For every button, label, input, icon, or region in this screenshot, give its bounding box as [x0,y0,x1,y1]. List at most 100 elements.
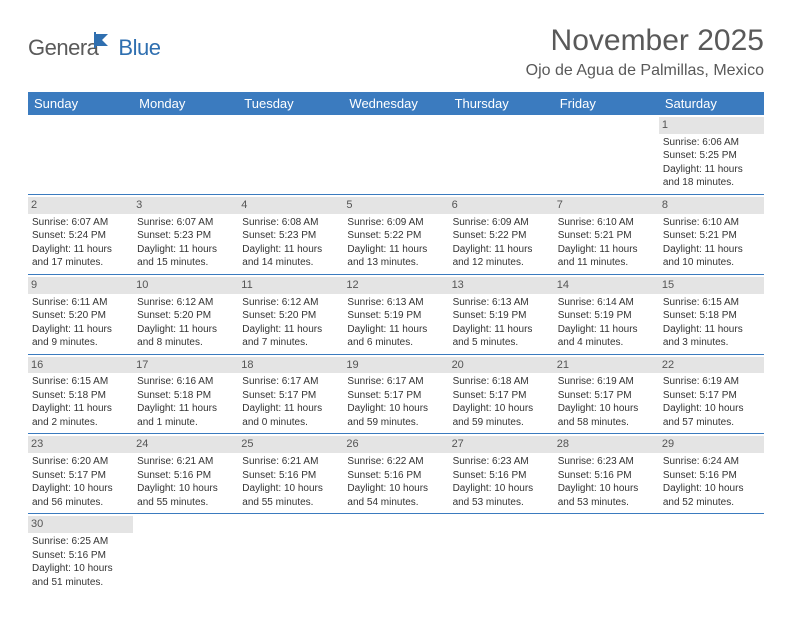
day-number: 7 [554,197,659,214]
sunset-text: Sunset: 5:18 PM [32,389,129,403]
calendar-cell: 11Sunrise: 6:12 AMSunset: 5:20 PMDayligh… [238,275,343,354]
day-header: Tuesday [238,92,343,115]
sunrise-text: Sunrise: 6:12 AM [137,296,234,310]
sunrise-text: Sunrise: 6:15 AM [32,375,129,389]
sunset-text: Sunset: 5:24 PM [32,229,129,243]
calendar-cell: 21Sunrise: 6:19 AMSunset: 5:17 PMDayligh… [554,355,659,434]
calendar-cell [133,115,238,194]
location: Ojo de Agua de Palmillas, Mexico [526,62,764,80]
sunset-text: Sunset: 5:25 PM [663,149,760,163]
sunset-text: Sunset: 5:16 PM [558,469,655,483]
calendar-cell: 7Sunrise: 6:10 AMSunset: 5:21 PMDaylight… [554,195,659,274]
daylight-text: Daylight: 11 hours and 7 minutes. [242,323,339,350]
calendar-cell: 4Sunrise: 6:08 AMSunset: 5:23 PMDaylight… [238,195,343,274]
day-number: 4 [238,197,343,214]
daylight-text: Daylight: 10 hours and 56 minutes. [32,482,129,509]
sunset-text: Sunset: 5:17 PM [453,389,550,403]
daylight-text: Daylight: 10 hours and 53 minutes. [558,482,655,509]
sunset-text: Sunset: 5:16 PM [242,469,339,483]
daylight-text: Daylight: 11 hours and 2 minutes. [32,402,129,429]
calendar-row: 30Sunrise: 6:25 AMSunset: 5:16 PMDayligh… [28,514,764,593]
sunrise-text: Sunrise: 6:15 AM [663,296,760,310]
daylight-text: Daylight: 10 hours and 51 minutes. [32,562,129,589]
daylight-text: Daylight: 10 hours and 54 minutes. [347,482,444,509]
sunrise-text: Sunrise: 6:19 AM [663,375,760,389]
daylight-text: Daylight: 11 hours and 3 minutes. [663,323,760,350]
day-header: Wednesday [343,92,448,115]
day-number: 8 [659,197,764,214]
logo-text-2: Blue [118,35,160,61]
daylight-text: Daylight: 10 hours and 53 minutes. [453,482,550,509]
sunrise-text: Sunrise: 6:25 AM [32,535,129,549]
sunrise-text: Sunrise: 6:20 AM [32,455,129,469]
day-number: 2 [28,197,133,214]
day-number: 16 [28,357,133,374]
calendar-row: 2Sunrise: 6:07 AMSunset: 5:24 PMDaylight… [28,195,764,275]
calendar: SundayMondayTuesdayWednesdayThursdayFrid… [28,92,764,593]
calendar-row: 1Sunrise: 6:06 AMSunset: 5:25 PMDaylight… [28,115,764,195]
sunrise-text: Sunrise: 6:18 AM [453,375,550,389]
sunrise-text: Sunrise: 6:11 AM [32,296,129,310]
calendar-cell [238,115,343,194]
title-block: November 2025 Ojo de Agua de Palmillas, … [526,24,764,80]
calendar-cell: 18Sunrise: 6:17 AMSunset: 5:17 PMDayligh… [238,355,343,434]
day-number: 19 [343,357,448,374]
sunset-text: Sunset: 5:17 PM [32,469,129,483]
daylight-text: Daylight: 11 hours and 17 minutes. [32,243,129,270]
daylight-text: Daylight: 11 hours and 18 minutes. [663,163,760,190]
calendar-cell [133,514,238,593]
day-header: Friday [554,92,659,115]
sunset-text: Sunset: 5:20 PM [32,309,129,323]
calendar-cell [343,115,448,194]
calendar-cell [554,115,659,194]
daylight-text: Daylight: 11 hours and 14 minutes. [242,243,339,270]
day-number: 17 [133,357,238,374]
calendar-cell: 22Sunrise: 6:19 AMSunset: 5:17 PMDayligh… [659,355,764,434]
sunrise-text: Sunrise: 6:13 AM [453,296,550,310]
header: Genera Blue November 2025 Ojo de Agua de… [28,24,764,80]
daylight-text: Daylight: 11 hours and 10 minutes. [663,243,760,270]
daylight-text: Daylight: 11 hours and 13 minutes. [347,243,444,270]
sunrise-text: Sunrise: 6:10 AM [558,216,655,230]
sunset-text: Sunset: 5:16 PM [137,469,234,483]
sunset-text: Sunset: 5:21 PM [663,229,760,243]
sunrise-text: Sunrise: 6:16 AM [137,375,234,389]
page: Genera Blue November 2025 Ojo de Agua de… [0,0,792,617]
daylight-text: Daylight: 10 hours and 55 minutes. [137,482,234,509]
sunset-text: Sunset: 5:22 PM [347,229,444,243]
day-number: 5 [343,197,448,214]
sunset-text: Sunset: 5:19 PM [453,309,550,323]
calendar-cell: 28Sunrise: 6:23 AMSunset: 5:16 PMDayligh… [554,434,659,513]
sunset-text: Sunset: 5:16 PM [663,469,760,483]
logo: Genera Blue [28,32,160,63]
sunrise-text: Sunrise: 6:23 AM [453,455,550,469]
calendar-row: 23Sunrise: 6:20 AMSunset: 5:17 PMDayligh… [28,434,764,514]
daylight-text: Daylight: 11 hours and 5 minutes. [453,323,550,350]
daylight-text: Daylight: 10 hours and 59 minutes. [347,402,444,429]
sunrise-text: Sunrise: 6:06 AM [663,136,760,150]
day-number: 14 [554,277,659,294]
calendar-cell: 5Sunrise: 6:09 AMSunset: 5:22 PMDaylight… [343,195,448,274]
sunrise-text: Sunrise: 6:17 AM [242,375,339,389]
calendar-cell: 26Sunrise: 6:22 AMSunset: 5:16 PMDayligh… [343,434,448,513]
calendar-cell [554,514,659,593]
calendar-cell: 6Sunrise: 6:09 AMSunset: 5:22 PMDaylight… [449,195,554,274]
calendar-cell: 27Sunrise: 6:23 AMSunset: 5:16 PMDayligh… [449,434,554,513]
daylight-text: Daylight: 11 hours and 12 minutes. [453,243,550,270]
daylight-text: Daylight: 11 hours and 4 minutes. [558,323,655,350]
day-number: 28 [554,436,659,453]
day-number: 15 [659,277,764,294]
calendar-cell: 20Sunrise: 6:18 AMSunset: 5:17 PMDayligh… [449,355,554,434]
calendar-cell: 8Sunrise: 6:10 AMSunset: 5:21 PMDaylight… [659,195,764,274]
sunrise-text: Sunrise: 6:21 AM [242,455,339,469]
day-number: 12 [343,277,448,294]
sunset-text: Sunset: 5:16 PM [32,549,129,563]
sunrise-text: Sunrise: 6:07 AM [32,216,129,230]
day-number: 18 [238,357,343,374]
sunset-text: Sunset: 5:17 PM [663,389,760,403]
sunrise-text: Sunrise: 6:08 AM [242,216,339,230]
sunrise-text: Sunrise: 6:22 AM [347,455,444,469]
calendar-cell: 2 Sunrise: 6:07 AMSunset: 5:24 PMDaylight… [28,195,133,274]
day-number: 11 [238,277,343,294]
sunset-text: Sunset: 5:21 PM [558,229,655,243]
